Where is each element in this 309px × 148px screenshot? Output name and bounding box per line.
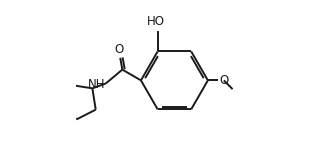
Text: O: O: [219, 74, 228, 87]
Text: NH: NH: [87, 78, 105, 91]
Text: O: O: [114, 43, 123, 56]
Text: HO: HO: [147, 15, 165, 28]
